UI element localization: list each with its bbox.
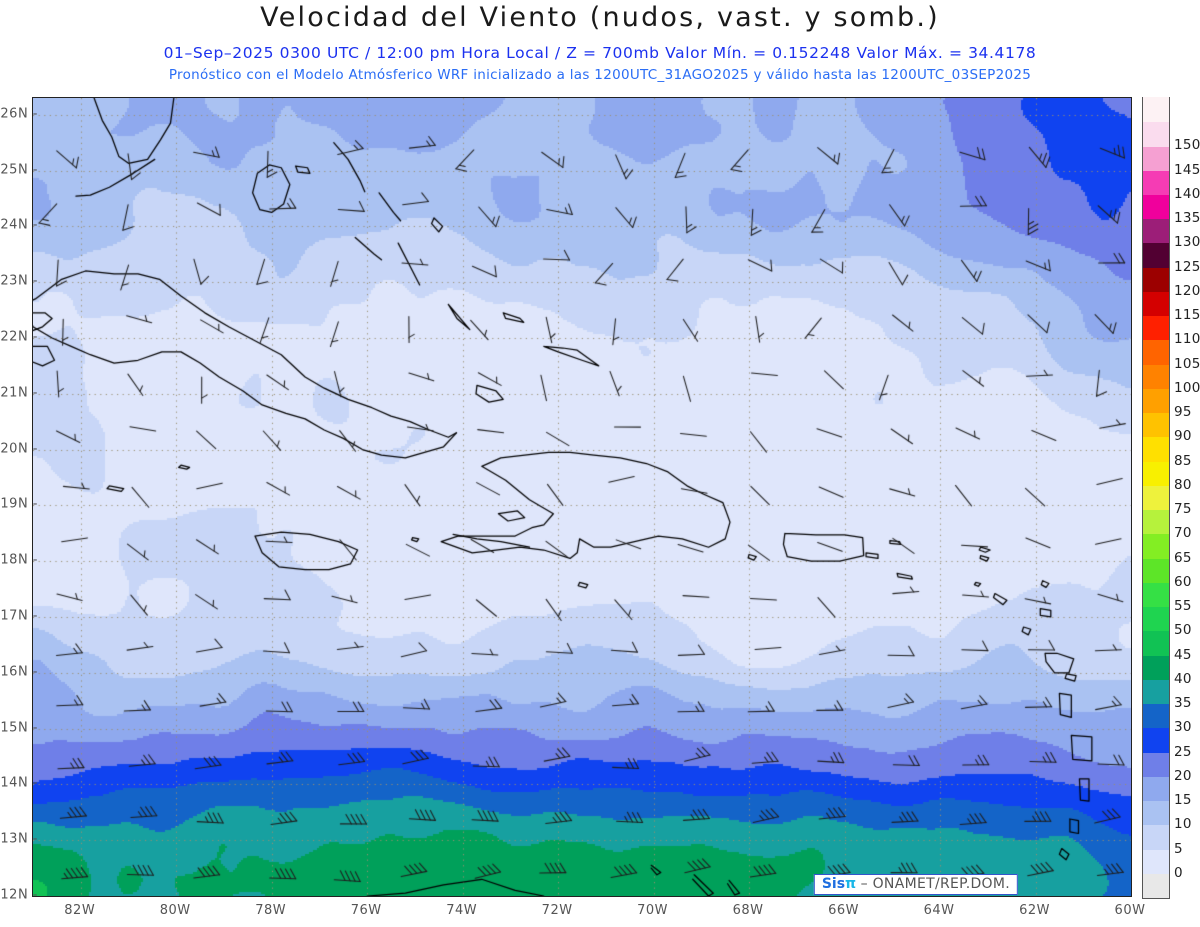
colorbar-tick-label: 150 — [1174, 137, 1200, 154]
colorbar-band — [1143, 170, 1169, 195]
wind-speed-colorbar[interactable] — [1142, 97, 1170, 899]
colorbar-band — [1143, 121, 1169, 147]
title-block: Velocidad del Viento (nudos, vast. y som… — [0, 0, 1200, 90]
colorbar-band — [1143, 582, 1169, 608]
colorbar-band — [1143, 460, 1169, 486]
colorbar-tick-label: 140 — [1174, 185, 1200, 202]
colorbar-tick-label: 60 — [1174, 573, 1192, 590]
colorbar-band — [1143, 436, 1169, 462]
colorbar-band — [1143, 630, 1169, 656]
x-axis-tick-label: 70W — [637, 903, 669, 918]
wind-speed-shaded-field — [33, 98, 1131, 896]
colorbar-tick-label: 85 — [1174, 452, 1192, 469]
colorbar-tick-label: 35 — [1174, 695, 1192, 712]
colorbar-tick-label: 100 — [1174, 379, 1200, 396]
x-axis-tick-label: 66W — [828, 903, 860, 918]
colorbar-tick-label: 70 — [1174, 525, 1192, 542]
colorbar-band — [1143, 824, 1169, 850]
colorbar-tick-label: 40 — [1174, 670, 1192, 687]
watermark-pi-icon: π — [845, 876, 857, 892]
x-axis-tick-label: 72W — [541, 903, 573, 918]
colorbar-tick-label: 0 — [1174, 864, 1183, 881]
colorbar-tick-label: 50 — [1174, 622, 1192, 639]
colorbar-band — [1143, 145, 1169, 171]
colorbar-tick-label: 130 — [1174, 234, 1200, 251]
x-axis-tick-label: 68W — [732, 903, 764, 918]
colorbar-band — [1143, 509, 1169, 535]
colorbar-band — [1143, 388, 1169, 414]
colorbar-band — [1143, 800, 1169, 826]
colorbar-band — [1143, 194, 1169, 220]
colorbar-tick-label: 110 — [1174, 331, 1200, 348]
watermark-agency-text: – ONAMET/REP.DOM. — [860, 876, 1010, 892]
colorbar-band — [1143, 873, 1169, 898]
x-axis-tick-label: 76W — [350, 903, 382, 918]
colorbar-band — [1143, 315, 1169, 341]
colorbar-band — [1143, 291, 1169, 317]
colorbar-band — [1143, 339, 1169, 365]
colorbar-band — [1143, 727, 1169, 753]
colorbar-band — [1143, 848, 1169, 874]
colorbar-tick-label: 135 — [1174, 210, 1200, 227]
colorbar-tick-label: 95 — [1174, 404, 1192, 421]
map-plot-area[interactable] — [32, 97, 1132, 897]
colorbar-band — [1143, 679, 1169, 705]
colorbar-tick-label: 55 — [1174, 598, 1192, 615]
colorbar-band — [1143, 363, 1169, 389]
watermark-logo: Sisπ – ONAMET/REP.DOM. — [813, 874, 1018, 896]
colorbar-band — [1143, 412, 1169, 438]
x-axis-tick-label: 74W — [446, 903, 478, 918]
colorbar-band — [1143, 751, 1169, 777]
colorbar-tick-label: 45 — [1174, 646, 1192, 663]
x-axis-tick-label: 64W — [923, 903, 955, 918]
colorbar-tick-label: 115 — [1174, 307, 1200, 324]
colorbar-band — [1143, 654, 1169, 680]
colorbar-tick-label: 30 — [1174, 719, 1192, 736]
x-axis-tick-label: 78W — [255, 903, 287, 918]
forecast-time-subtitle: 01–Sep–2025 0300 UTC / 12:00 pm Hora Loc… — [163, 44, 1037, 62]
colorbar-tick-label: 10 — [1174, 816, 1192, 833]
colorbar-tick-label: 20 — [1174, 767, 1192, 784]
colorbar-tick-label: 80 — [1174, 476, 1192, 493]
colorbar-band — [1143, 557, 1169, 583]
colorbar-band — [1143, 267, 1169, 292]
x-axis-tick-label: 80W — [159, 903, 191, 918]
page-title: Velocidad del Viento (nudos, vast. y som… — [260, 2, 940, 33]
colorbar-tick-label: 105 — [1174, 355, 1200, 372]
colorbar-tick-label: 5 — [1174, 840, 1183, 857]
colorbar-band — [1143, 97, 1169, 123]
colorbar-band — [1143, 242, 1169, 268]
watermark-sis-text: Sis — [821, 876, 846, 892]
model-info-subtitle: Pronóstico con el Modelo Atmósferico WRF… — [168, 67, 1032, 83]
colorbar-band — [1143, 485, 1169, 511]
colorbar-band — [1143, 703, 1169, 729]
colorbar-tick-label: 25 — [1174, 743, 1192, 760]
colorbar-band — [1143, 533, 1169, 559]
colorbar-tick-label: 125 — [1174, 258, 1200, 275]
colorbar-tick-label: 120 — [1174, 282, 1200, 299]
colorbar-band — [1143, 218, 1169, 244]
x-axis-tick-label: 82W — [64, 903, 96, 918]
x-axis-tick-label: 62W — [1019, 903, 1050, 918]
colorbar-tick-label: 145 — [1174, 161, 1200, 178]
colorbar-tick-label: 75 — [1174, 501, 1192, 518]
colorbar-band — [1143, 606, 1169, 632]
colorbar-band — [1143, 776, 1169, 802]
x-axis-tick-label: 60W — [1114, 903, 1146, 918]
colorbar-tick-label: 15 — [1174, 792, 1192, 809]
colorbar-tick-label: 90 — [1174, 428, 1192, 445]
colorbar-tick-label: 65 — [1174, 549, 1192, 566]
